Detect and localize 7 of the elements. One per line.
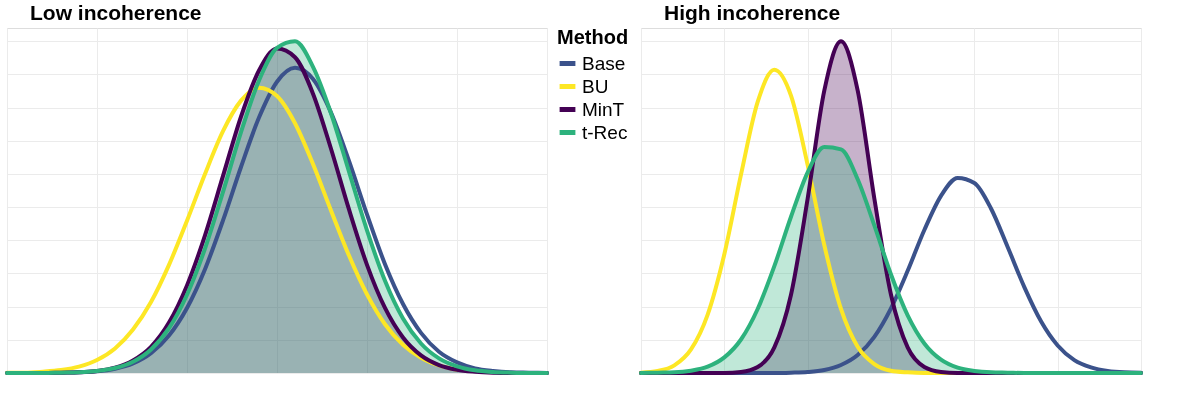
legend-label: Base [582, 52, 626, 74]
chart-title: High incoherence [664, 1, 841, 24]
chart-title: Low incoherence [30, 1, 202, 24]
legend-label: BU [582, 75, 609, 97]
legend-label: t-Rec [582, 121, 628, 143]
legend-label: MinT [582, 98, 625, 120]
legend-title: Method [557, 26, 629, 48]
